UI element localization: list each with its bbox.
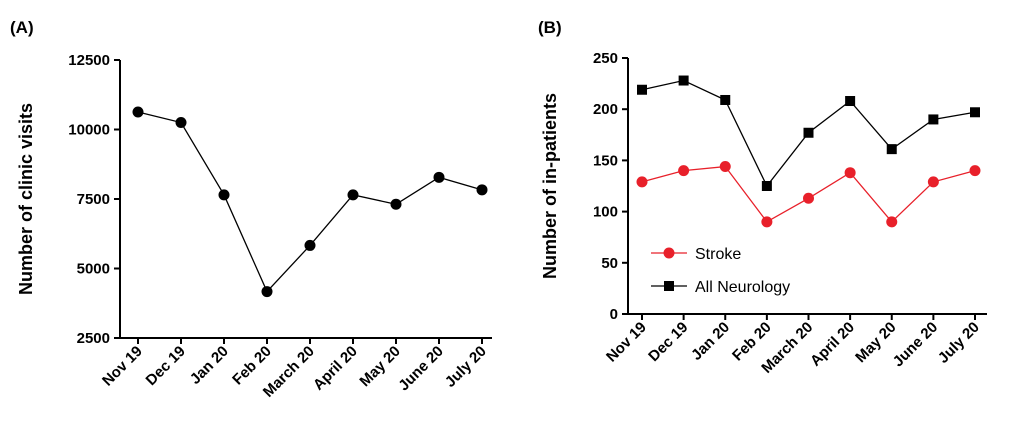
data-point-circle <box>803 192 814 204</box>
x-tick-label: July 20 <box>935 319 983 367</box>
x-tick-label: Dec 19 <box>645 319 691 365</box>
data-point-square <box>886 144 897 155</box>
data-point-square <box>720 94 731 105</box>
data-point-circle <box>390 198 402 210</box>
y-tick-label: 150 <box>593 152 618 169</box>
x-tick-label: June 20 <box>395 343 447 395</box>
x-tick-label: April 20 <box>310 343 361 394</box>
data-point-square <box>970 107 980 118</box>
y-tick-label: 50 <box>601 255 618 272</box>
data-point-circle <box>636 176 648 188</box>
data-point-circle <box>969 165 981 177</box>
y-tick-label: 100 <box>593 204 618 221</box>
x-tick-label: Nov 19 <box>603 319 650 366</box>
x-tick-label: Jan 20 <box>187 343 232 388</box>
data-point-circle <box>719 161 731 173</box>
data-point-square <box>803 127 814 138</box>
y-tick-label: 12500 <box>68 52 110 69</box>
panel-label: (A) <box>10 18 34 37</box>
data-point-circle <box>261 286 273 298</box>
y-tick-label: 250 <box>593 50 618 67</box>
data-point-circle <box>347 189 359 201</box>
legend-label: Stroke <box>695 246 741 263</box>
data-point-circle <box>761 216 773 228</box>
series-line-0 <box>137 111 483 293</box>
data-point-circle <box>132 106 144 118</box>
data-point-circle <box>218 189 230 201</box>
y-tick-label: 2500 <box>77 330 110 347</box>
y-axis-title: Number of clinic visits <box>16 103 36 295</box>
legend-marker-circle <box>663 247 675 259</box>
x-tick-label: Nov 19 <box>99 343 146 390</box>
data-point-square <box>678 75 689 86</box>
y-axis-title: Number of in-patients <box>540 93 560 279</box>
y-tick-label: 5000 <box>77 261 110 278</box>
data-point-circle <box>886 216 898 228</box>
data-point-square <box>928 114 939 125</box>
y-tick-label: 200 <box>593 101 618 118</box>
data-point-square <box>845 96 856 107</box>
data-point-circle <box>678 165 690 177</box>
panel-label: (B) <box>538 18 562 37</box>
data-point-circle <box>304 239 316 251</box>
data-point-square <box>637 84 647 95</box>
data-point-square <box>761 181 772 191</box>
legend: Stroke All Neurology <box>651 246 790 296</box>
x-tick-label: Dec 19 <box>143 343 189 389</box>
x-tick-label: April 20 <box>807 319 858 370</box>
data-point-circle <box>175 117 187 129</box>
data-point-circle <box>433 171 445 183</box>
y-tick-label: 0 <box>610 306 618 323</box>
legend-label: All Neurology <box>695 279 790 296</box>
x-tick-label: Jan 20 <box>688 319 733 364</box>
x-tick-label: July 20 <box>442 343 490 391</box>
x-tick-label: June 20 <box>890 319 942 371</box>
y-tick-label: 7500 <box>77 191 110 208</box>
data-point-circle <box>927 176 939 188</box>
y-tick-label: 10000 <box>68 122 110 139</box>
legend-marker-square <box>664 281 674 291</box>
data-point-circle <box>476 184 488 196</box>
data-point-circle <box>844 167 856 179</box>
